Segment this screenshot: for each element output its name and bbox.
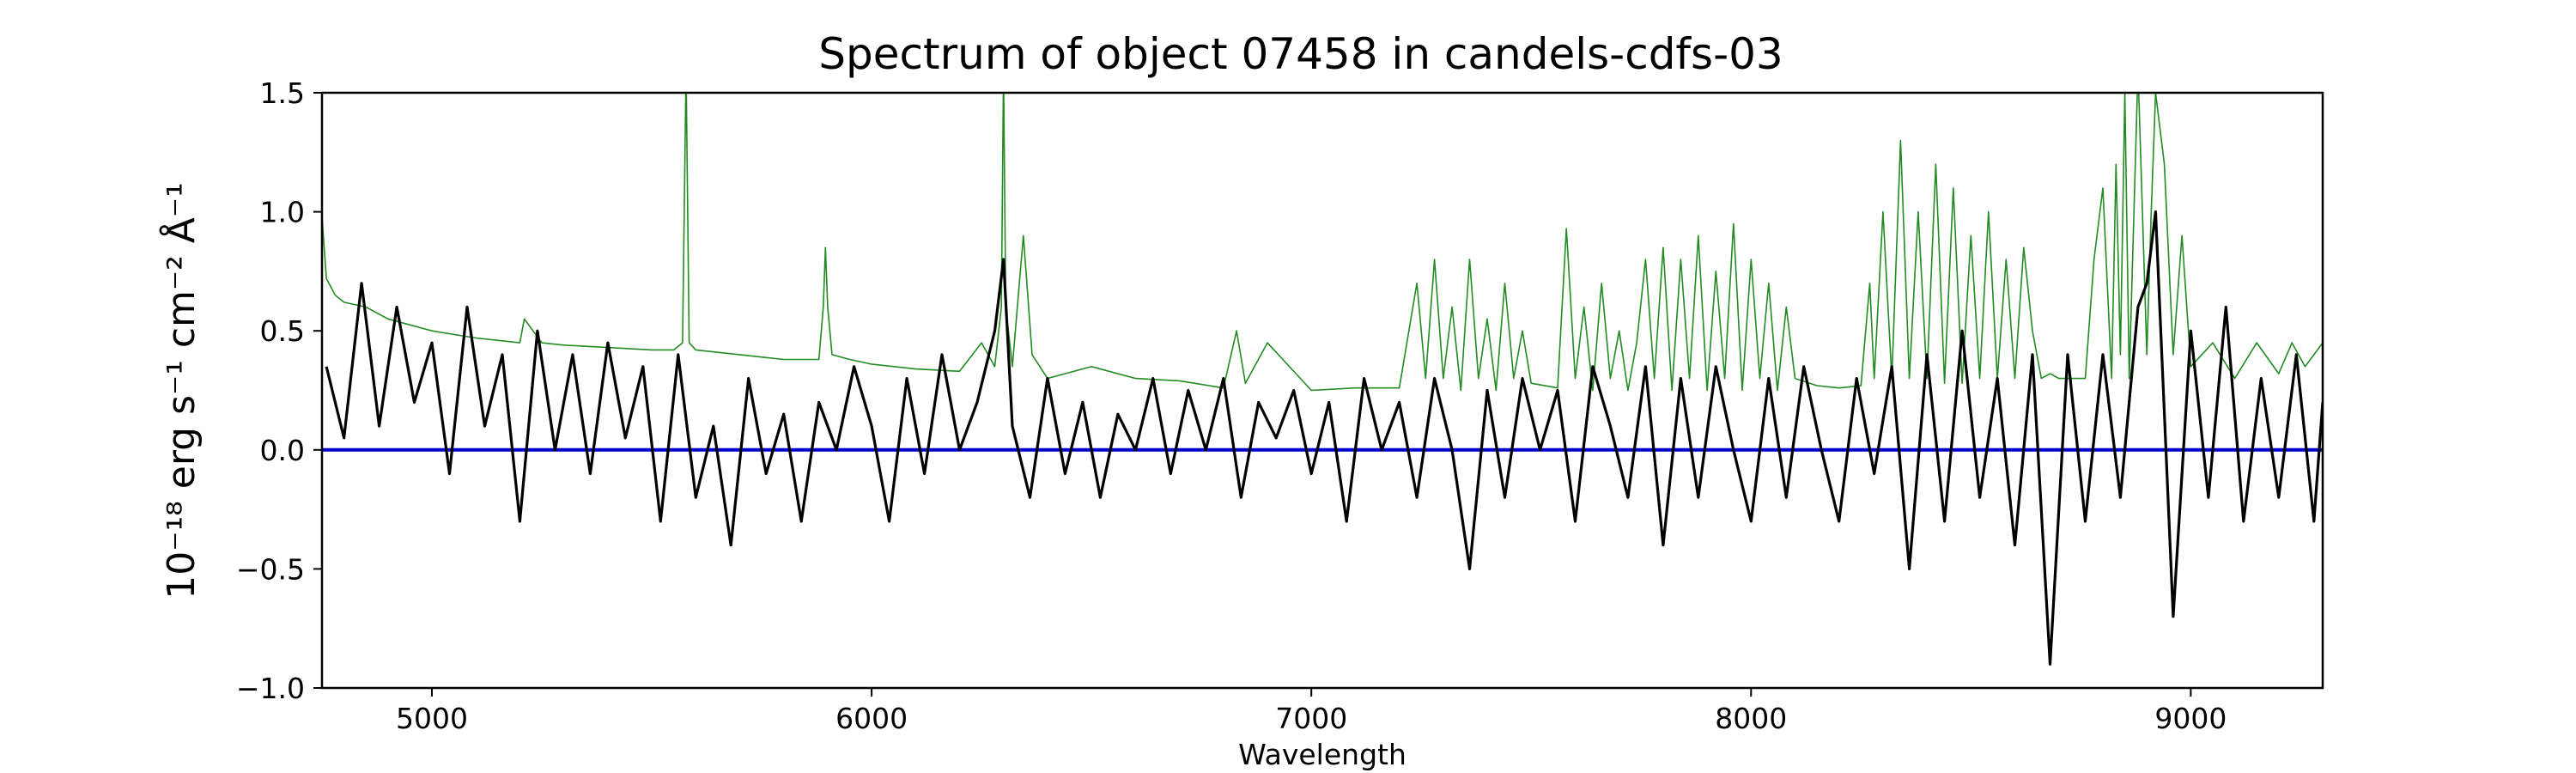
y-tick-label: 0.0 (260, 434, 305, 467)
x-tick-label: 5000 (396, 702, 468, 735)
y-tick-label: 0.5 (260, 314, 305, 348)
chart-title: Spectrum of object 07458 in candels-cdfs… (818, 29, 1783, 79)
y-axis-label: 10⁻¹⁸ erg s⁻¹ cm⁻² Å⁻¹ (158, 182, 204, 599)
x-axis-label: Wavelength (1238, 738, 1406, 771)
error-series-line (322, 93, 2323, 392)
x-tick-label: 6000 (835, 702, 908, 735)
plot-frame (320, 91, 2324, 690)
y-tick-label: −0.5 (236, 552, 305, 586)
x-axis: 5000 6000 7000 8000 9000 (396, 688, 2227, 735)
flux-series-line (325, 210, 2323, 666)
x-tick-label: 9000 (2154, 702, 2227, 735)
x-tick-label: 8000 (1715, 702, 1787, 735)
y-tick-label: 1.5 (260, 76, 305, 110)
x-tick-label: 7000 (1275, 702, 1347, 735)
plot-area (320, 91, 2324, 690)
y-tick-label: −1.0 (236, 672, 305, 705)
series-layer (322, 93, 2323, 666)
y-tick-label: 1.0 (260, 196, 305, 229)
y-axis: −1.0 −0.5 0.0 0.5 1.0 1.5 (236, 76, 322, 705)
